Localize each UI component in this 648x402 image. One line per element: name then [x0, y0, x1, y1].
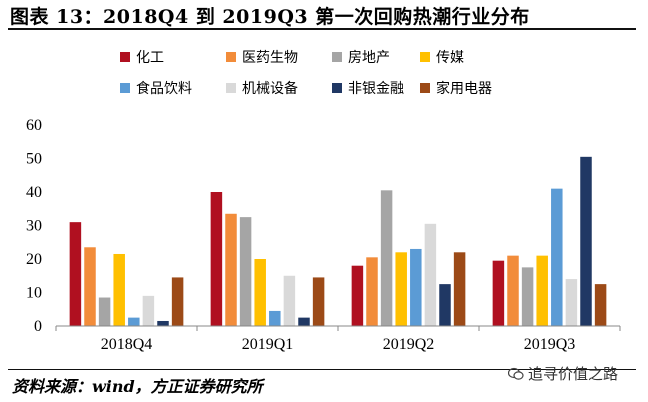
bar — [521, 267, 534, 326]
bar — [439, 284, 451, 326]
bars — [69, 156, 607, 326]
bar — [98, 297, 111, 326]
bar — [157, 320, 169, 326]
bar — [424, 223, 437, 326]
legend-swatch — [120, 83, 130, 93]
bar — [565, 279, 578, 326]
y-tick-label: 50 — [26, 151, 42, 168]
y-axis: 0 10 20 30 40 50 60 — [26, 117, 42, 335]
y-tick-label: 40 — [26, 184, 42, 201]
bar — [453, 252, 466, 326]
bar — [410, 248, 422, 326]
bar — [269, 310, 281, 326]
bar — [380, 190, 393, 326]
y-tick-label: 30 — [26, 218, 42, 235]
bar — [507, 255, 519, 326]
legend-label: 房地产 — [348, 50, 390, 66]
bar — [225, 213, 237, 326]
bar — [594, 284, 607, 326]
legend-swatch — [420, 83, 430, 93]
watermark: 追寻价值之路 — [508, 363, 618, 384]
bar — [113, 253, 125, 326]
bar — [551, 188, 563, 326]
bar — [239, 217, 252, 326]
bar — [395, 252, 407, 326]
y-tick-label: 0 — [34, 318, 42, 335]
bar — [210, 192, 223, 326]
title-rule — [8, 28, 636, 30]
source-rule — [8, 369, 636, 370]
bar — [283, 275, 296, 326]
legend-swatch — [332, 83, 342, 93]
legend-label: 家用电器 — [436, 80, 492, 97]
bar — [351, 265, 364, 326]
bar — [128, 317, 140, 326]
legend-swatch — [332, 52, 342, 62]
legend-swatch — [226, 52, 236, 62]
legend-label: 机械设备 — [242, 80, 298, 97]
bar — [536, 255, 548, 326]
bar — [298, 317, 310, 326]
x-category-label: 2019Q1 — [242, 336, 294, 353]
y-tick-label: 10 — [26, 285, 42, 302]
bar — [171, 277, 184, 326]
source-note: 资料来源：wind，方正证券研究所 — [12, 377, 263, 396]
legend-swatch — [420, 52, 430, 62]
x-category-label: 2018Q4 — [101, 336, 153, 353]
bar — [142, 295, 155, 326]
y-tick-label: 20 — [26, 251, 42, 268]
watermark-text: 追寻价值之路 — [528, 365, 619, 383]
legend-swatch — [120, 52, 130, 62]
bar — [84, 247, 96, 326]
x-category-label: 2019Q3 — [524, 336, 576, 353]
legend-label: 化工 — [136, 50, 164, 66]
legend-label: 医药生物 — [242, 50, 298, 66]
chart-title: 图表 13：2018Q4 到 2019Q3 第一次回购热潮行业分布 — [10, 6, 530, 28]
bar — [69, 222, 82, 326]
wechat-icon — [508, 367, 524, 380]
legend-label: 食品饮料 — [136, 80, 192, 97]
x-category-label: 2019Q2 — [383, 336, 435, 353]
y-tick-label: 60 — [26, 117, 42, 134]
bar — [580, 156, 592, 326]
legend-label: 传媒 — [436, 50, 464, 66]
legend-swatch — [226, 83, 236, 93]
legend-label: 非银金融 — [348, 81, 404, 97]
x-axis: 2018Q4 2019Q1 2019Q2 2019Q3 — [55, 325, 621, 353]
bar — [312, 277, 325, 326]
bar — [254, 259, 266, 326]
bar — [492, 260, 505, 326]
bar — [366, 257, 378, 326]
